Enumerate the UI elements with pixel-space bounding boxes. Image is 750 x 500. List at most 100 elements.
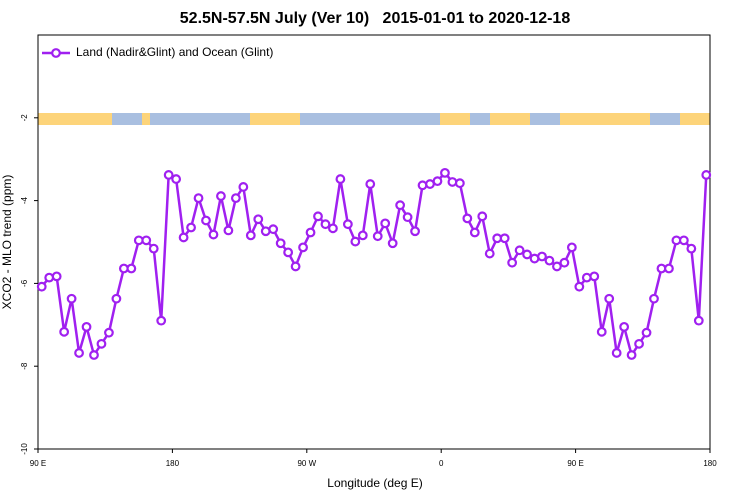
point: [156, 315, 167, 326]
point: [454, 178, 465, 189]
point: [432, 176, 443, 187]
point: [566, 242, 577, 253]
point: [686, 243, 697, 254]
point: [44, 272, 55, 283]
point: [596, 326, 607, 337]
y-axis-label: XCO2 - MLO trend (ppm): [0, 175, 14, 310]
point: [238, 182, 249, 192]
point: [440, 167, 450, 178]
point: [51, 271, 62, 282]
point: [589, 271, 600, 282]
point: [275, 238, 286, 249]
legend-marker: [51, 48, 61, 58]
point: [395, 200, 406, 211]
map-ocean: [530, 113, 560, 125]
point: [678, 235, 689, 246]
point: [365, 179, 376, 189]
point: [253, 214, 264, 225]
x-tick-label: 90 E: [567, 459, 583, 468]
point: [208, 229, 219, 240]
point: [342, 219, 353, 230]
chart-title: 52.5N-57.5N July (Ver 10) 2015-01-01 to …: [180, 10, 571, 27]
point: [462, 213, 473, 224]
point: [74, 348, 84, 358]
point: [245, 230, 256, 241]
point: [537, 251, 547, 262]
point: [649, 293, 659, 304]
point: [305, 227, 316, 238]
point: [544, 255, 555, 266]
map-ocean: [150, 113, 250, 125]
point: [201, 215, 211, 226]
point: [380, 218, 391, 229]
y-tick-label: -2: [20, 114, 29, 122]
point: [126, 263, 137, 274]
point: [484, 248, 495, 259]
point: [372, 231, 383, 242]
y-tick-label: -6: [20, 279, 29, 287]
map-ocean: [470, 113, 490, 125]
point: [604, 293, 615, 304]
point: [619, 321, 630, 332]
point: [59, 326, 70, 337]
point: [514, 245, 525, 256]
y-tick-label: -4: [20, 196, 29, 204]
point: [581, 272, 592, 283]
point: [96, 338, 107, 349]
point: [186, 222, 196, 233]
point: [350, 236, 361, 247]
point: [268, 224, 279, 235]
plot-frame: [37, 34, 711, 450]
point: [230, 193, 241, 204]
point: [178, 232, 189, 243]
x-axis-label: Longitude (deg E): [327, 476, 422, 490]
point: [417, 180, 428, 191]
point: [357, 230, 368, 241]
point: [626, 350, 637, 360]
point: [402, 212, 413, 223]
point: [664, 263, 674, 274]
x-tick-label: 90 W: [297, 459, 316, 468]
point: [163, 170, 174, 180]
point: [320, 219, 331, 230]
point: [148, 243, 159, 254]
point: [298, 242, 308, 253]
x-tick-label: 180: [166, 459, 180, 468]
x-tick-label: 180: [703, 459, 717, 468]
point: [611, 348, 622, 358]
point: [223, 225, 234, 236]
series-line: [40, 170, 708, 359]
point: [701, 170, 712, 180]
point: [641, 327, 652, 338]
point: [634, 338, 644, 349]
point: [36, 281, 47, 292]
point: [104, 327, 114, 338]
legend-label: Land (Nadir&Glint) and Ocean (Glint): [76, 45, 273, 59]
point: [559, 257, 570, 268]
point: [447, 177, 458, 187]
point: [693, 315, 704, 326]
point: [328, 223, 338, 234]
point: [89, 350, 99, 360]
point: [469, 227, 480, 238]
point: [283, 247, 294, 258]
point: [410, 226, 420, 237]
point: [81, 321, 92, 332]
map-ocean: [300, 113, 440, 125]
point: [313, 211, 323, 222]
point: [193, 193, 204, 204]
map-ocean: [112, 113, 142, 125]
y-tick-label: -10: [20, 443, 29, 455]
point: [552, 261, 562, 272]
point: [111, 293, 122, 304]
point: [522, 249, 532, 260]
point: [477, 211, 488, 222]
map-ocean: [650, 113, 680, 125]
point: [387, 238, 398, 249]
x-tick-label: 90 E: [30, 459, 46, 468]
point: [171, 174, 182, 184]
point: [499, 233, 510, 244]
map-strip: [38, 113, 710, 125]
point: [507, 257, 518, 268]
